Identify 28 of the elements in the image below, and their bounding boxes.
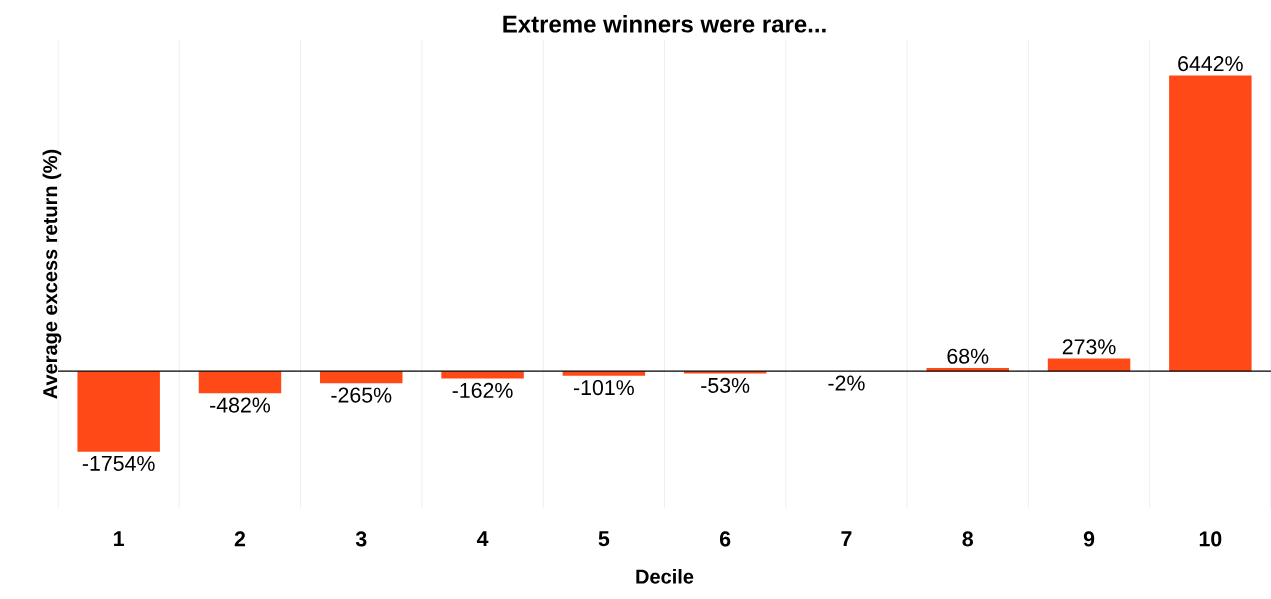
bar [441,371,524,379]
bar [198,371,282,394]
x-tick-label: 6 [719,531,731,547]
x-tick-label: 8 [962,531,974,547]
bar [1169,75,1252,372]
data-label: -1754% [82,455,155,471]
data-label: 6442% [1178,56,1243,72]
data-label: 273% [1062,339,1116,355]
x-tick-label: 5 [598,531,610,547]
bar [77,371,160,452]
data-label: -265% [331,387,392,403]
bar [320,371,403,384]
x-tick-label: 2 [234,531,246,547]
x-tick-label: 3 [355,531,367,547]
y-axis-title: Average excess return (%) [42,149,62,399]
x-tick-label: 7 [841,531,852,547]
x-tick-label: 9 [1083,531,1095,547]
data-label: -162% [452,382,513,398]
data-label: 68% [947,348,989,364]
data-label: -53% [701,377,750,393]
data-label: -482% [210,397,271,413]
chart-title: Extreme winners were rare... [503,14,826,33]
x-tick-label: 10 [1199,531,1222,547]
data-label: -2% [828,375,865,391]
x-tick-label: 1 [114,531,124,547]
x-axis-title: Decile [636,568,694,584]
x-tick-label: 4 [476,531,489,547]
data-label: -101% [573,380,634,396]
